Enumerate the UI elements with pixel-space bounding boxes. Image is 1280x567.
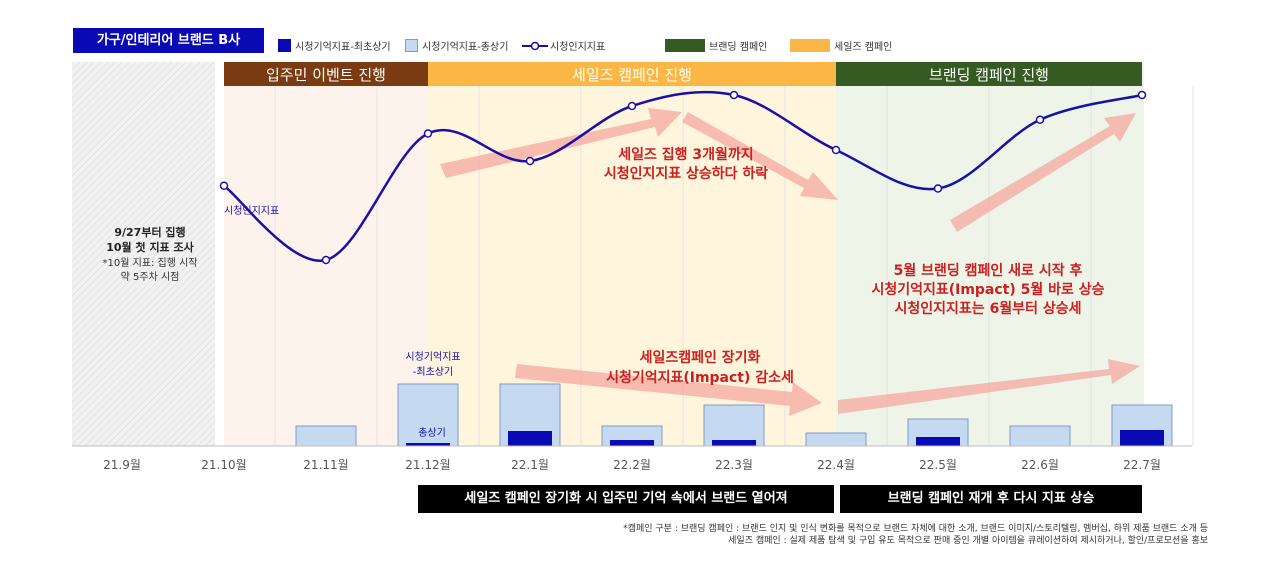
legend-label-awareness: 시청인지지표 (550, 42, 606, 53)
awareness-point (831, 145, 841, 155)
footnote-line1: *캠페인 구분 : 브랜딩 캠페인 : 브랜드 인지 및 인식 변화를 목적으로… (623, 524, 1208, 534)
trend-arrow-up-1 (440, 108, 682, 178)
chart-title: 가구/인테리어 브랜드 B사 (73, 28, 264, 53)
event-phase-bg (224, 62, 428, 446)
legend-label-sales: 세일즈 캠페인 (834, 42, 893, 53)
annotation-2-line2: 시청기억지표(Impact) 5월 바로 상승 (871, 281, 1104, 298)
awareness-point (627, 101, 637, 111)
legend-label-first-recall: 시청기억지표-최초상기 (295, 42, 391, 53)
annotation-1-line2: 시청인지지표 상승하다 하락 (604, 165, 768, 182)
awareness-points (219, 90, 1147, 265)
x-tick-label: 21.10월 (201, 458, 246, 472)
annotation-2-line1: 5월 브랜딩 캠페인 새로 시작 후 (894, 262, 1083, 279)
legend-swatch-branding (665, 39, 705, 52)
trend-arrow-up-3 (838, 359, 1140, 414)
bar-first-recall (916, 437, 960, 446)
pre-survey-line1: 9/27부터 집행 (114, 225, 185, 239)
branding-phase-header (836, 62, 1142, 86)
awareness-point (1137, 90, 1147, 100)
x-tick-label: 21.11월 (303, 458, 348, 472)
bar-total-recall (1009, 425, 1071, 447)
pre-survey-line4: 약 5주차 시점 (121, 271, 180, 283)
bar-total-recall (805, 432, 867, 447)
sales-phase-header (428, 62, 836, 86)
bar-first-recall (1120, 430, 1164, 446)
legend-swatch-first-recall (278, 39, 291, 52)
trend-arrow-down-2 (515, 364, 822, 416)
legend-awareness: 시청인지지표 (522, 38, 605, 53)
recall-series-label-2: -최초상기 (413, 366, 453, 378)
footnote-line2: 세일즈 캠페인 : 실제 제품 탐색 및 구입 유도 목적으로 판매 중인 개별… (728, 536, 1208, 546)
awareness-point (423, 129, 433, 138)
summary-box-left: 세일즈 캠페인 장기화 시 입주민 기억 속에서 브랜드 옅어져 (418, 485, 834, 513)
pre-survey-area (72, 62, 215, 446)
bar-first-recall (610, 440, 654, 446)
legend-label-branding: 브랜딩 캠페인 (709, 42, 768, 53)
legend-line-icon (522, 41, 548, 50)
trend-arrow-up-2 (950, 113, 1136, 232)
annotation-2-line3: 시청인지지표는 6월부터 상승세 (895, 300, 1082, 317)
bars-first-recall (406, 430, 1164, 446)
bar-total-recall (703, 404, 765, 447)
awareness-series-label: 시청인지지표 (224, 205, 279, 217)
x-tick-label: 22.7월 (1123, 458, 1161, 472)
event-phase-label: 입주민 이벤트 진행 (266, 66, 386, 84)
pre-survey-line2: 10월 첫 지표 조사 (106, 240, 194, 254)
bar-first-recall (508, 431, 552, 446)
x-tick-label: 22.4월 (817, 458, 855, 472)
annotation-3-line1: 세일즈캠페인 장기화 (640, 349, 761, 366)
x-tick-label: 22.1월 (511, 458, 549, 472)
x-tick-label: 22.3월 (715, 458, 753, 472)
legend-swatch-sales (790, 39, 830, 52)
x-tick-label: 21.12월 (405, 458, 450, 472)
total-recall-label: 총상기 (418, 427, 446, 439)
trend-arrow-down-1 (682, 112, 838, 200)
x-tick-labels: 21.9월 21.10월 21.11월 21.12월 22.1월 22.2월 22.3월 22… (103, 458, 1161, 472)
pre-survey-line3: *10월 지표: 집행 시작 (102, 257, 197, 269)
awareness-point (729, 90, 739, 100)
bar-total-recall (397, 383, 459, 447)
bar-first-recall (712, 440, 756, 446)
x-tick-label: 22.5월 (919, 458, 957, 472)
summary-box-right: 브랜딩 캠페인 재개 후 다시 지표 상승 (840, 485, 1142, 513)
branding-phase-label: 브랜딩 캠페인 진행 (929, 66, 1049, 84)
awareness-point (933, 184, 943, 193)
legend-branding: 브랜딩 캠페인 (665, 38, 767, 53)
bar-first-recall (406, 443, 450, 446)
annotation-3-line2: 시청기억지표(Impact) 감소세 (606, 369, 794, 386)
awareness-point (219, 181, 229, 190)
annotation-1-line1: 세일즈 집행 3개월까지 (618, 146, 753, 163)
x-tick-label: 22.6월 (1021, 458, 1059, 472)
awareness-point (525, 156, 535, 166)
recall-series-label-1: 시청기억지표 (405, 351, 460, 363)
x-tick-label: 22.2월 (613, 458, 651, 472)
sales-phase-label: 세일즈 캠페인 진행 (572, 66, 692, 84)
x-tick-label: 21.9월 (103, 458, 141, 472)
awareness-line (223, 90, 1143, 262)
legend-total-recall: 시청기억지표-총상기 (405, 38, 508, 53)
legend-first-recall: 시청기억지표-최초상기 (278, 38, 391, 53)
legend-swatch-total-recall (405, 39, 418, 52)
event-phase-header (224, 62, 428, 86)
awareness-point (1035, 115, 1045, 124)
footnote: *캠페인 구분 : 브랜딩 캠페인 : 브랜드 인지 및 인식 변화를 목적으로… (623, 523, 1208, 547)
legend-sales: 세일즈 캠페인 (790, 38, 892, 53)
bar-total-recall (295, 425, 357, 447)
legend-label-total-recall: 시청기억지표-총상기 (422, 42, 509, 53)
awareness-point (321, 255, 331, 265)
